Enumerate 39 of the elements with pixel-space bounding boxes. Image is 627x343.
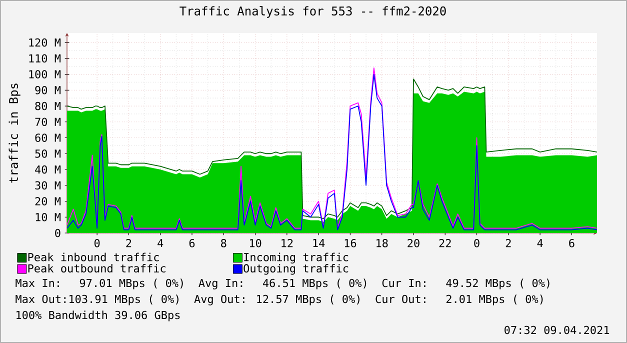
- x-tick-label: 8: [221, 238, 226, 248]
- x-tick-label: 20: [408, 238, 420, 248]
- x-tick-label: 12: [282, 238, 293, 248]
- text: 100% Bandwidth 39.06 GBps: [16, 310, 180, 322]
- chart-title: Traffic Analysis for 553 -- ffm2-2020: [180, 6, 446, 18]
- y-tick-label: 0: [55, 228, 60, 238]
- y-tick-label: 90 M: [35, 86, 61, 94]
- legend-label: Incoming traffic: [244, 252, 348, 264]
- x-tick-label: 16: [344, 238, 356, 248]
- x-tick-label: 18: [376, 238, 388, 248]
- x-tick-label: 2: [506, 238, 511, 248]
- y-tick-label: 10 M: [36, 212, 61, 222]
- x-tick-label: 0: [474, 238, 480, 248]
- y-tick-label: 100 M: [29, 70, 61, 78]
- y-tick-label: 120 M: [29, 38, 61, 47]
- y-tick-label: 20 M: [35, 197, 61, 206]
- y-tick-label: 40 M: [35, 165, 61, 174]
- text: Max Out:103.91 MBps ( 0%) Avg Out: 12.57 MBps ( 0%) Cur Out: 2.01 MBps ( 0%): [16, 294, 543, 306]
- legend-label: Peak outbound traffic: [28, 264, 166, 273]
- x-tick-label: 22: [439, 238, 451, 248]
- x-tick-label: 4: [158, 238, 164, 248]
- x-tick-label: 2: [126, 238, 132, 248]
- x-tick-label: 14: [313, 238, 325, 248]
- x-tick-label: 0: [94, 238, 100, 248]
- y-tick-label: 60 M: [35, 134, 61, 142]
- x-tick-label: 6: [189, 238, 195, 248]
- y-tick-label: 70 M: [35, 118, 61, 126]
- y-tick-label: 110 M: [29, 54, 61, 63]
- y-tick-label: 50 M: [35, 149, 61, 158]
- x-tick-label: 6: [569, 238, 574, 248]
- x-tick-label: 4: [537, 238, 543, 248]
- x-tick-label: 10: [250, 238, 262, 248]
- legend-label: Peak inbound traffic: [28, 252, 159, 262]
- y-axis-title: traffic in Bps: [8, 84, 20, 183]
- text: Max In: 97.01 MBps ( 0%) Avg In: 46.51 MBps ( 0%) Cur In: 49.52 MBps ( 0%): [16, 278, 550, 290]
- legend-label: Outgoing traffic: [244, 264, 348, 275]
- y-tick-label: 30 M: [35, 181, 61, 190]
- y-tick-label: 80 M: [35, 102, 61, 110]
- text: 07:32 09.04.2021: [504, 326, 610, 334]
